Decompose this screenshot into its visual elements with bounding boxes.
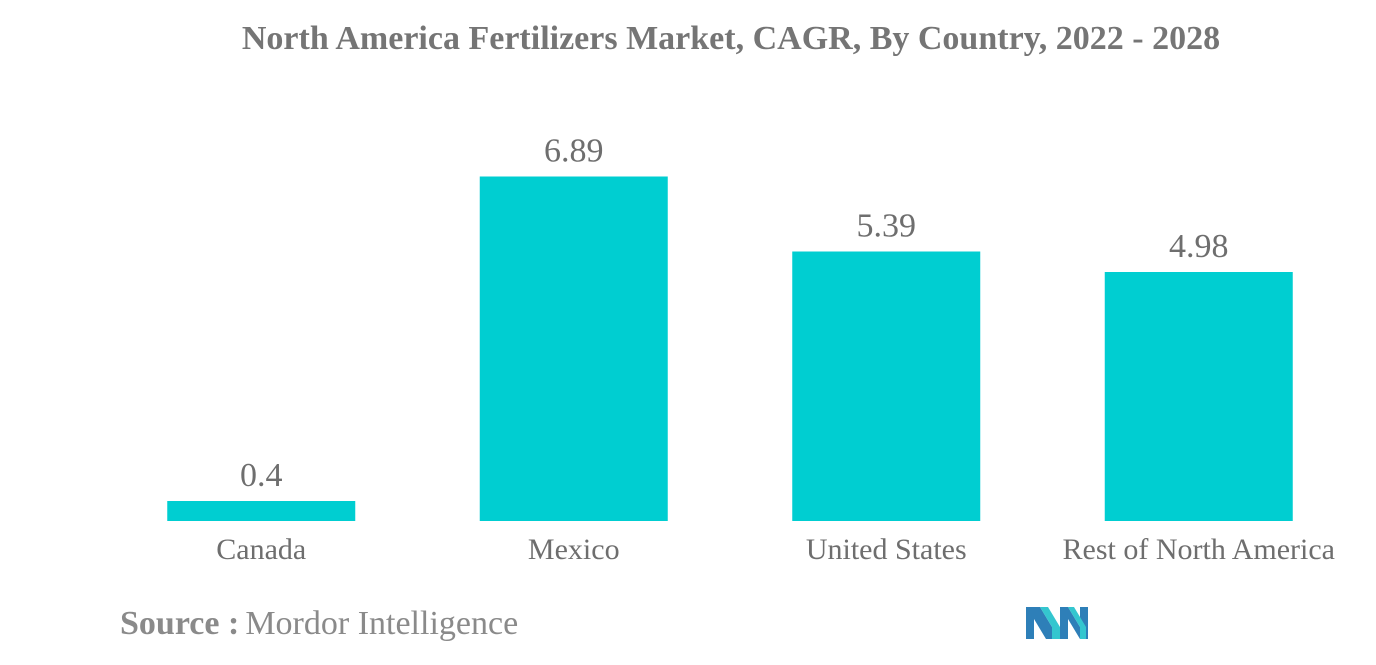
category-tick-label: Rest of North America xyxy=(1063,533,1335,566)
source-text: Mordor Intelligence xyxy=(245,605,519,642)
data-label: 6.89 xyxy=(544,133,604,170)
bar-mexico xyxy=(479,176,668,521)
bar-rest-of-north-america xyxy=(1104,272,1293,521)
category-tick-label: Canada xyxy=(216,533,306,566)
source-line: Source : Mordor Intelligence xyxy=(120,605,518,643)
data-label: 0.4 xyxy=(240,457,283,494)
bar-united-states xyxy=(792,251,981,521)
category-tick-label: Mexico xyxy=(528,533,620,566)
bar-chart: 0.4 Canada 6.89 Mexico 5.39 United States 4.98… xyxy=(167,133,1335,566)
source-label: Source : xyxy=(120,605,240,642)
data-label: 4.98 xyxy=(1169,228,1229,265)
bar-canada xyxy=(167,501,356,521)
chart-title: North America Fertilizers Market, CAGR, … xyxy=(241,20,1221,57)
data-label: 5.39 xyxy=(857,208,917,245)
mordor-intelligence-logo-icon xyxy=(1026,607,1088,639)
category-tick-label: United States xyxy=(806,533,967,566)
